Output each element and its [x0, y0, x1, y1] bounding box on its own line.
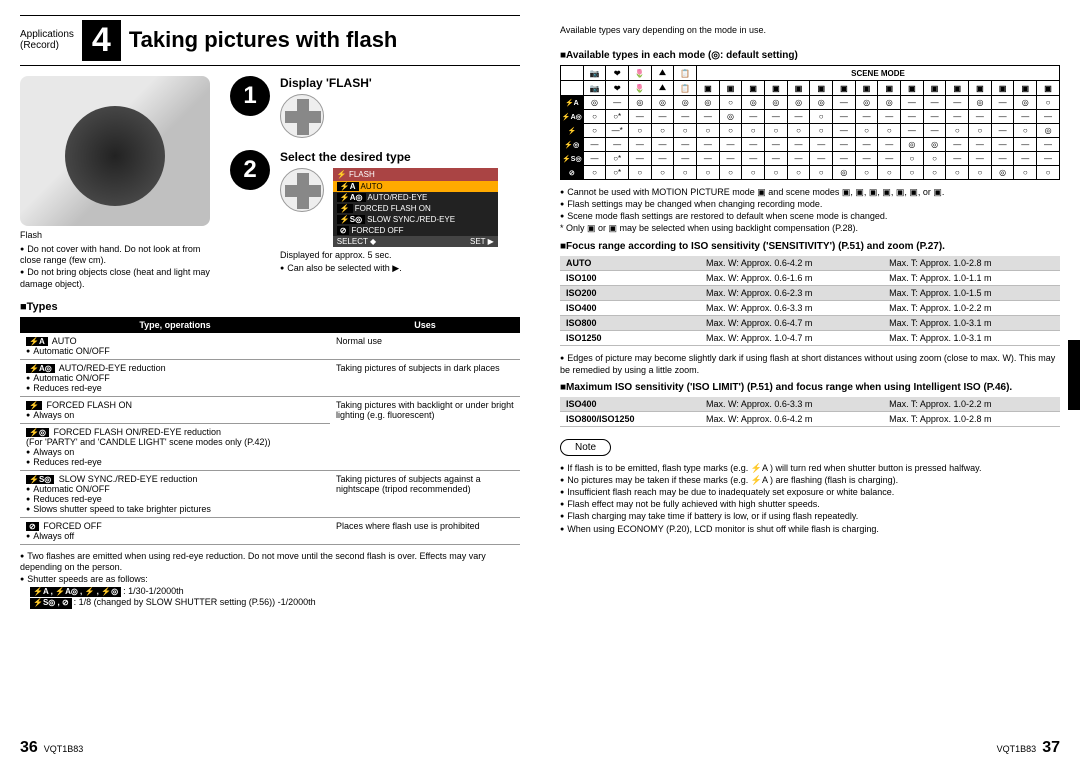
camera-note-1: Do not cover with hand. Do not look at f…: [20, 244, 220, 267]
types-title: ■Types: [20, 301, 520, 313]
final-notes: If flash is to be emitted, flash type ma…: [560, 462, 1060, 535]
focus-note: Edges of picture may become slightly dar…: [560, 352, 1060, 376]
mode-notes: Cannot be used with MOTION PICTURE mode …: [560, 186, 1060, 235]
left-page: Applications(Record) 4 Taking pictures w…: [0, 0, 540, 767]
step-number-2: 2: [230, 150, 270, 190]
flash-menu-screen: ⚡ FLASH ⚡AAUTO ⚡A◎AUTO/RED-EYE ⚡FORCED F…: [333, 168, 498, 247]
dpad-icon: [280, 94, 324, 138]
section-tab: [1068, 340, 1080, 410]
step-2-note-1: Displayed for approx. 5 sec.: [280, 250, 520, 260]
step-2: 2 Select the desired type ⚡ FLASH ⚡AAUTO…: [230, 150, 520, 274]
camera-note-2: Do not bring objects close (heat and lig…: [20, 267, 220, 290]
page-number-left: 36VQT1B83: [20, 739, 83, 757]
chapter-number: 4: [82, 20, 121, 61]
note-box: Note: [560, 439, 611, 456]
focus-range-title: ■Focus range according to ISO sensitivit…: [560, 241, 1060, 252]
col-uses: Uses: [330, 317, 520, 333]
step-2-note-2: Can also be selected with ▶.: [280, 263, 520, 274]
iso-limit-title: ■Maximum ISO sensitivity ('ISO LIMIT') (…: [560, 382, 1060, 393]
iso-table: ISO400Max. W: Approx. 0.6-3.3 mMax. T: A…: [560, 397, 1060, 427]
focus-table: AUTOMax. W: Approx. 0.6-4.2 mMax. T: App…: [560, 256, 1060, 346]
col-type: Type, operations: [20, 317, 330, 333]
chapter-header: Applications(Record) 4 Taking pictures w…: [20, 15, 520, 66]
types-table: Type, operations Uses ⚡A AUTOAutomatic O…: [20, 317, 520, 545]
step-number-1: 1: [230, 76, 270, 116]
header-right-note: Available types vary depending on the mo…: [560, 25, 1060, 35]
camera-illustration: Flash Do not cover with hand. Do not loo…: [20, 76, 220, 291]
shutter-notes: Two flashes are emitted when using red-e…: [20, 551, 520, 609]
step-1-title: Display 'FLASH': [280, 76, 520, 90]
step-2-title: Select the desired type: [280, 150, 520, 164]
page-number-right: VQT1B8337: [997, 739, 1060, 757]
applications-label: Applications(Record): [20, 29, 74, 51]
modes-table: 📷❤🌷⛰📋 SCENE MODE 📷❤🌷⛰📋▣▣▣▣▣▣▣▣▣▣▣▣▣▣▣▣ ⚡…: [560, 65, 1060, 180]
camera-image: [20, 76, 210, 226]
step-1: 1 Display 'FLASH': [230, 76, 520, 138]
chapter-title: Taking pictures with flash: [129, 27, 398, 53]
right-page: Available types vary depending on the mo…: [540, 0, 1080, 767]
mode-table-title: ■Available types in each mode (◎: defaul…: [560, 50, 1060, 61]
flash-pointer-label: Flash: [20, 230, 220, 240]
dpad-icon-2: [280, 168, 324, 212]
